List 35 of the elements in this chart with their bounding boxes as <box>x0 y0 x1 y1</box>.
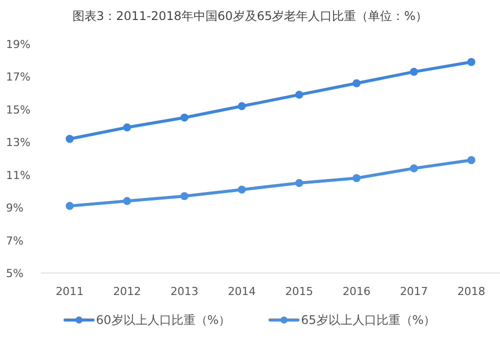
legend-label: 60岁以上人口比重（%） <box>96 313 231 327</box>
point <box>410 68 418 76</box>
legend-label: 65岁以上人口比重（%） <box>301 313 436 327</box>
y-tick-label: 5% <box>6 267 24 280</box>
point <box>123 123 132 132</box>
chart-title: 图表3：2011-2018年中国60岁及65岁老年人口比重（单位：%） <box>72 9 428 23</box>
point <box>467 156 476 164</box>
x-tick-label: 2017 <box>400 285 428 298</box>
y-tick-label: 9% <box>6 202 24 215</box>
x-tick-label: 2018 <box>457 285 486 298</box>
y-tick-label: 15% <box>6 103 30 116</box>
y-tick-label: 17% <box>6 70 30 84</box>
point <box>352 79 361 88</box>
x-tick-label: 2015 <box>285 285 314 298</box>
point <box>410 164 418 172</box>
x-tick-label: 2012 <box>113 285 142 298</box>
y-tick-label: 11% <box>6 168 30 182</box>
point <box>295 90 304 99</box>
point <box>66 134 74 143</box>
point <box>180 192 188 200</box>
x-tick-label: 2016 <box>342 285 371 298</box>
y-tick-label: 19% <box>6 38 30 51</box>
x-tick-label: 2013 <box>170 285 198 298</box>
point <box>238 186 246 194</box>
point <box>352 174 361 182</box>
y-tick-label: 7% <box>6 234 24 248</box>
point <box>66 202 74 210</box>
point <box>295 179 304 188</box>
point <box>238 102 246 110</box>
point <box>123 197 132 206</box>
x-tick-label: 2011 <box>56 285 84 298</box>
point <box>467 58 476 66</box>
point <box>180 114 188 122</box>
x-tick-label: 2014 <box>228 285 256 298</box>
y-tick-label: 13% <box>6 136 30 150</box>
